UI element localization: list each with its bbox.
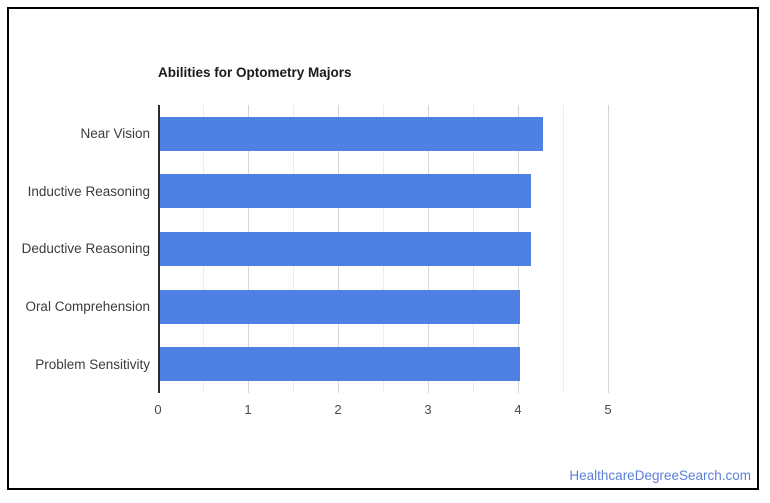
category-label-oral-comprehension: Oral Comprehension (25, 299, 150, 315)
bar-problem-sensitivity[interactable] (160, 347, 520, 382)
category-label-problem-sensitivity: Problem Sensitivity (35, 356, 150, 372)
x-tick-label: 1 (244, 402, 252, 417)
x-axis: 0 1 2 3 4 5 (154, 402, 704, 422)
category-axis: Near Vision Inductive Reasoning Deductive … (10, 105, 150, 393)
gridline (563, 105, 564, 393)
bar-oral-comprehension[interactable] (160, 289, 520, 324)
chart-card: Abilities for Optometry Majors Near Visi… (7, 7, 759, 490)
bar-inductive-reasoning[interactable] (160, 174, 531, 209)
footer-link[interactable]: HealthcareDegreeSearch.com (569, 468, 751, 483)
bar-deductive-reasoning[interactable] (160, 232, 531, 266)
x-tick-label: 2 (334, 402, 342, 417)
gridline (608, 105, 609, 393)
plot-area (158, 105, 704, 393)
x-tick-label: 3 (424, 402, 432, 417)
category-label-near-vision: Near Vision (80, 126, 150, 142)
y-axis-line (158, 105, 160, 393)
x-tick-label: 5 (604, 402, 612, 417)
category-label-deductive-reasoning: Deductive Reasoning (21, 241, 150, 257)
category-label-inductive-reasoning: Inductive Reasoning (27, 183, 150, 199)
x-tick-label: 4 (514, 402, 522, 417)
x-tick-label: 0 (154, 402, 162, 417)
bar-near-vision[interactable] (160, 116, 543, 151)
chart-title: Abilities for Optometry Majors (158, 65, 352, 80)
